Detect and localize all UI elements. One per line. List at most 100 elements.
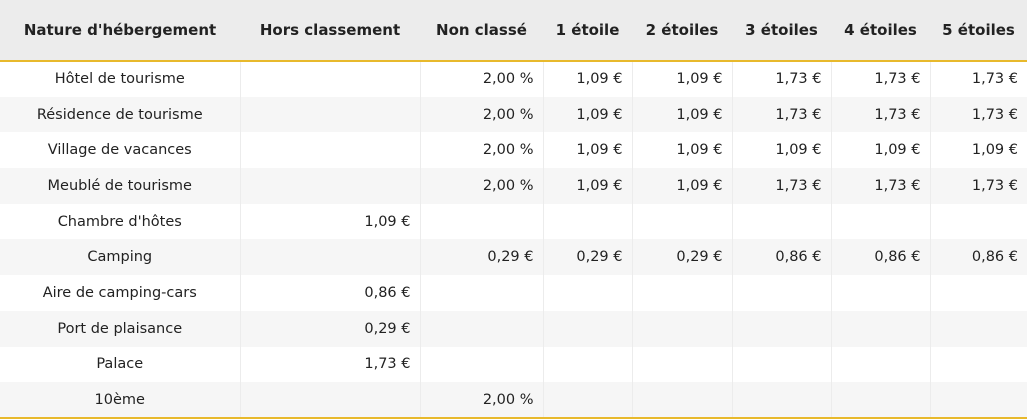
rate-cell [239,239,420,276]
rate-cell: 1,73 € [929,96,1027,133]
rate-cell: 1,09 € [929,132,1027,169]
header-row: Nature d'hébergement Hors classement Non c… [0,0,1027,62]
table-row: Village de vacances 2,00 % 1,09 €1,09 €1,0… [0,132,1027,169]
row-label: Hôtel de tourisme [54,71,185,88]
rate-cell: 0,29 € [239,310,420,347]
column-header: Nature d'hébergement [0,0,240,62]
rate-cell: 1,09 € [542,168,632,204]
rate-cell: 0,29 € [631,239,732,276]
column-header: Hors classement [240,0,420,62]
rate-cell [239,168,420,204]
column-header: 1 étoile [543,0,632,62]
rate-cell: 2,00 % [419,96,543,133]
rate-cell [542,346,632,383]
column-header: 2 étoiles [632,0,732,62]
rate-cell [419,346,543,383]
rate-cell [542,310,632,347]
row-label: Aire de camping-cars [42,284,197,301]
table-row: Palace 1,73 € [0,346,1027,383]
rate-cell [631,382,732,419]
table-row: Camping 0,29 €0,29 €0,29 €0,86 €0,86 €0,8… [0,239,1027,276]
rate-cell [239,382,420,419]
rate-cell: 1,73 € [830,168,930,204]
column-header: Non classé [420,0,543,62]
rate-cell: 1,09 € [631,61,732,97]
rate-cell [419,275,543,311]
rate-cell [731,203,831,240]
rate-cell [830,203,930,240]
rate-cell [239,96,420,133]
rate-cell [542,203,632,240]
rate-cell [631,310,732,347]
column-header: 4 étoiles [831,0,930,62]
table-row: 10ème 2,00 % [0,382,1027,419]
rate-cell [731,275,831,311]
table-row: Meublé de tourisme 2,00 % 1,09 €1,09 €1,73… [0,168,1027,204]
rate-cell: 1,73 € [929,61,1027,97]
rate-cell: 0,29 € [542,239,632,276]
rate-cell [731,346,831,383]
rate-cell: 1,73 € [731,168,831,204]
rate-cell: 2,00 % [419,61,543,97]
row-label: Port de plaisance [0,310,240,347]
table-row: Aire de camping-cars 0,86 € [0,275,1027,311]
rate-cell [929,275,1027,311]
rate-cell [631,203,732,240]
rate-cell [929,310,1027,347]
rate-cell: 1,73 € [929,168,1027,204]
rate-cell: 1,73 € [731,61,831,97]
rate-cell: 1,09 € [631,132,732,169]
row-label: Résidence de tourisme [0,96,240,133]
rate-cell: 1,09 € [731,132,831,169]
row-label: Meublé de tourisme [0,168,240,204]
row-label: Palace [96,356,144,373]
rate-cell: 1,09 € [239,203,420,240]
rate-cell [419,310,543,347]
rate-cell [542,382,632,419]
row-label: Camping [0,239,240,276]
rate-cell: 0,86 € [929,239,1027,276]
rate-cell [731,382,831,419]
rate-cell: 0,86 € [830,239,930,276]
rate-cell [929,346,1027,383]
rate-cell [929,203,1027,240]
rate-cell: 1,09 € [542,132,632,169]
rate-cell: 1,09 € [631,96,732,133]
rate-cell: 0,86 € [731,239,831,276]
rate-cell [542,275,632,311]
row-label: Village de vacances [47,142,192,159]
rate-cell [929,382,1027,419]
rate-cell: 1,73 € [731,96,831,133]
rate-cell [419,203,543,240]
rate-cell [830,275,930,311]
rate-cell: 1,09 € [631,168,732,204]
row-label: Chambre d'hôtes [57,213,182,230]
row-label: 10ème [0,382,240,419]
rate-cell: 1,09 € [830,132,930,169]
table-row: Port de plaisance 0,29 € [0,310,1027,347]
rate-cell: 2,00 % [419,168,543,204]
rate-cell [239,61,420,97]
rate-cell: 1,73 € [830,96,930,133]
rate-cell: 2,00 % [419,382,543,419]
table-row: Hôtel de tourisme 2,00 % 1,09 €1,09 €1,73 … [0,61,1027,97]
rate-cell: 1,09 € [542,61,632,97]
rate-cell: 1,73 € [830,61,930,97]
rate-cell [731,310,831,347]
column-header: 3 étoiles [732,0,831,62]
table-row: Résidence de tourisme 2,00 % 1,09 €1,09 €1… [0,96,1027,133]
rate-cell [631,346,732,383]
table-row: Chambre d'hôtes 1,09 € [0,203,1027,240]
rate-cell [239,132,420,169]
rate-cell: 0,29 € [419,239,543,276]
rate-cell [631,275,732,311]
column-header: 5 étoiles [930,0,1027,62]
rate-cell: 0,86 € [239,275,420,311]
rate-cell: 1,09 € [542,96,632,133]
table-body: Hôtel de tourisme 2,00 % 1,09 €1,09 €1,73 … [0,61,1027,419]
rate-cell [830,310,930,347]
rate-cell: 2,00 % [419,132,543,169]
table-header: Nature d'hébergement Hors classement Non c… [0,0,1027,62]
rate-cell: 1,73 € [239,346,420,383]
